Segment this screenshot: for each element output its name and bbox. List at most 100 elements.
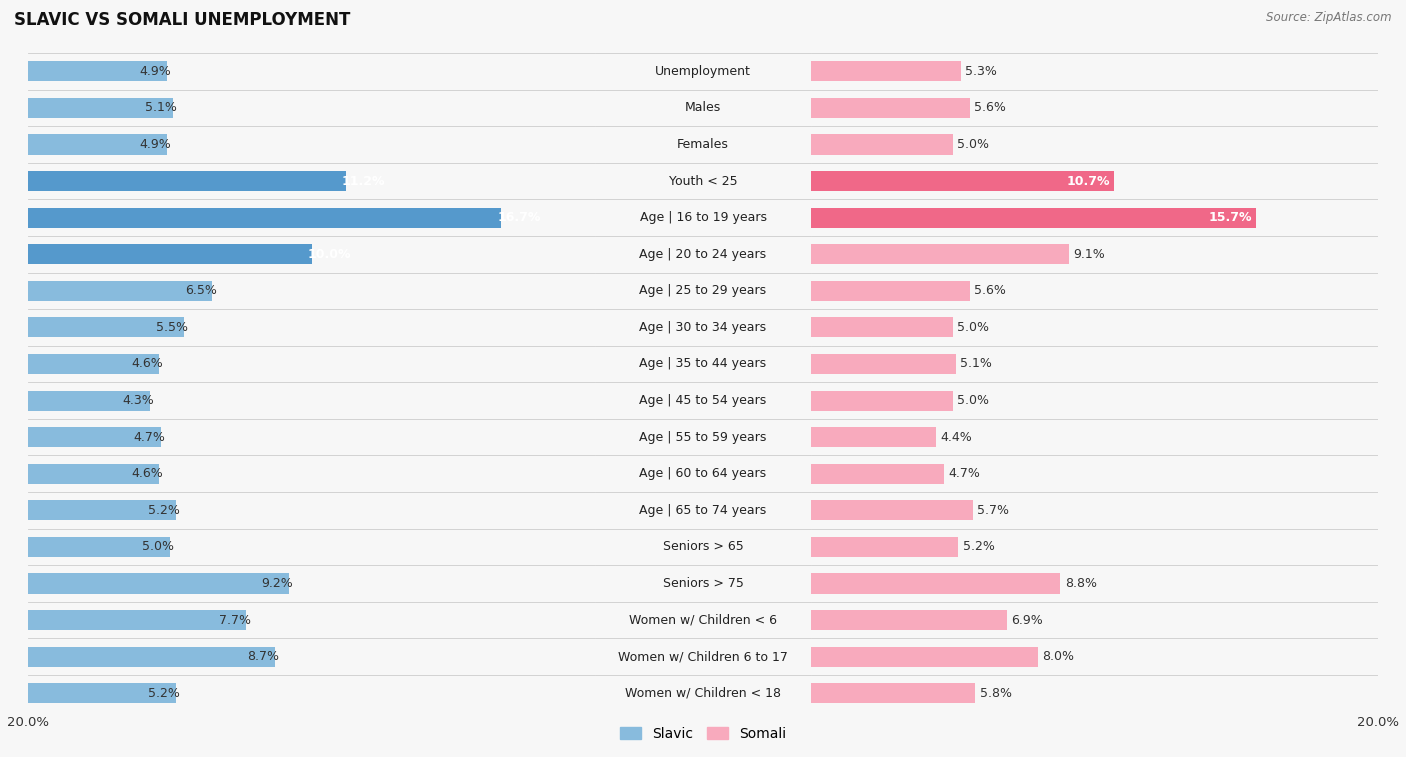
Text: Age | 20 to 24 years: Age | 20 to 24 years xyxy=(640,248,766,260)
Bar xyxy=(811,281,970,301)
Bar xyxy=(595,126,1406,163)
Bar xyxy=(0,273,811,309)
Text: Age | 60 to 64 years: Age | 60 to 64 years xyxy=(640,467,766,480)
Bar xyxy=(595,602,1406,638)
Bar xyxy=(0,89,811,126)
Bar xyxy=(28,245,312,264)
Bar xyxy=(811,427,936,447)
Text: 9.1%: 9.1% xyxy=(1073,248,1105,260)
Text: 5.2%: 5.2% xyxy=(963,540,994,553)
Bar xyxy=(28,500,176,520)
Text: Age | 45 to 54 years: Age | 45 to 54 years xyxy=(640,394,766,407)
Text: Age | 25 to 29 years: Age | 25 to 29 years xyxy=(640,285,766,298)
Bar xyxy=(0,346,811,382)
Bar xyxy=(595,492,1406,528)
Bar xyxy=(811,171,1115,191)
Bar xyxy=(595,456,1406,492)
Bar xyxy=(0,53,811,89)
Bar xyxy=(811,574,1060,593)
Bar xyxy=(811,317,953,338)
Bar xyxy=(595,53,1406,89)
Bar xyxy=(811,135,953,154)
Text: 5.8%: 5.8% xyxy=(980,687,1012,699)
Bar xyxy=(0,565,595,602)
Bar xyxy=(28,684,176,703)
Bar xyxy=(811,207,1256,228)
Text: 8.0%: 8.0% xyxy=(1042,650,1074,663)
Bar xyxy=(595,346,1406,382)
Bar xyxy=(0,602,595,638)
Bar xyxy=(0,89,595,126)
Bar xyxy=(811,610,1007,630)
Text: 5.7%: 5.7% xyxy=(977,504,1008,517)
Text: Age | 30 to 34 years: Age | 30 to 34 years xyxy=(640,321,766,334)
Bar xyxy=(595,163,1406,199)
Text: Seniors > 65: Seniors > 65 xyxy=(662,540,744,553)
Text: Age | 16 to 19 years: Age | 16 to 19 years xyxy=(640,211,766,224)
Bar xyxy=(28,354,159,374)
Bar xyxy=(0,309,811,346)
Bar xyxy=(28,135,167,154)
Text: 5.1%: 5.1% xyxy=(960,357,991,370)
Text: Women w/ Children < 18: Women w/ Children < 18 xyxy=(626,687,780,699)
Bar xyxy=(811,354,956,374)
Bar xyxy=(28,646,274,667)
Bar xyxy=(0,309,595,346)
Bar xyxy=(0,419,811,456)
Text: 4.6%: 4.6% xyxy=(131,357,163,370)
Text: Women w/ Children < 6: Women w/ Children < 6 xyxy=(628,614,778,627)
Bar xyxy=(0,492,811,528)
Bar xyxy=(0,236,811,273)
Bar xyxy=(28,574,288,593)
Text: 5.2%: 5.2% xyxy=(148,504,180,517)
Text: 5.6%: 5.6% xyxy=(974,101,1005,114)
Bar xyxy=(28,464,159,484)
Bar xyxy=(0,419,595,456)
Bar xyxy=(0,675,595,712)
Text: 5.6%: 5.6% xyxy=(974,285,1005,298)
Text: Unemployment: Unemployment xyxy=(655,65,751,78)
Text: 5.1%: 5.1% xyxy=(145,101,177,114)
Bar xyxy=(0,199,595,236)
Text: 5.0%: 5.0% xyxy=(142,540,174,553)
Bar xyxy=(0,273,595,309)
Text: 4.7%: 4.7% xyxy=(134,431,166,444)
Bar xyxy=(0,199,811,236)
Bar xyxy=(28,391,150,410)
Bar xyxy=(595,419,1406,456)
Bar xyxy=(811,391,953,410)
Text: 5.5%: 5.5% xyxy=(156,321,188,334)
Bar xyxy=(28,427,162,447)
Bar xyxy=(595,675,1406,712)
Bar xyxy=(28,317,184,338)
Text: 4.6%: 4.6% xyxy=(131,467,163,480)
Text: 10.0%: 10.0% xyxy=(308,248,352,260)
Text: 9.2%: 9.2% xyxy=(262,577,292,590)
Text: Age | 55 to 59 years: Age | 55 to 59 years xyxy=(640,431,766,444)
Text: Women w/ Children 6 to 17: Women w/ Children 6 to 17 xyxy=(619,650,787,663)
Bar xyxy=(28,207,502,228)
Bar xyxy=(0,528,811,565)
Bar xyxy=(595,309,1406,346)
Text: 8.8%: 8.8% xyxy=(1064,577,1097,590)
Bar xyxy=(595,528,1406,565)
Bar xyxy=(0,456,595,492)
Bar xyxy=(0,528,595,565)
Text: 5.2%: 5.2% xyxy=(148,687,180,699)
Bar xyxy=(0,638,595,675)
Bar xyxy=(0,163,595,199)
Bar xyxy=(0,565,811,602)
Legend: Slavic, Somali: Slavic, Somali xyxy=(614,721,792,746)
Bar xyxy=(811,61,962,81)
Bar xyxy=(0,492,595,528)
Text: 11.2%: 11.2% xyxy=(342,175,385,188)
Bar xyxy=(595,565,1406,602)
Text: Age | 65 to 74 years: Age | 65 to 74 years xyxy=(640,504,766,517)
Text: Source: ZipAtlas.com: Source: ZipAtlas.com xyxy=(1267,11,1392,24)
Text: 4.9%: 4.9% xyxy=(139,138,172,151)
Text: 6.5%: 6.5% xyxy=(184,285,217,298)
Bar xyxy=(811,500,973,520)
Text: 6.9%: 6.9% xyxy=(1011,614,1043,627)
Text: 5.0%: 5.0% xyxy=(957,321,988,334)
Bar xyxy=(0,382,811,419)
